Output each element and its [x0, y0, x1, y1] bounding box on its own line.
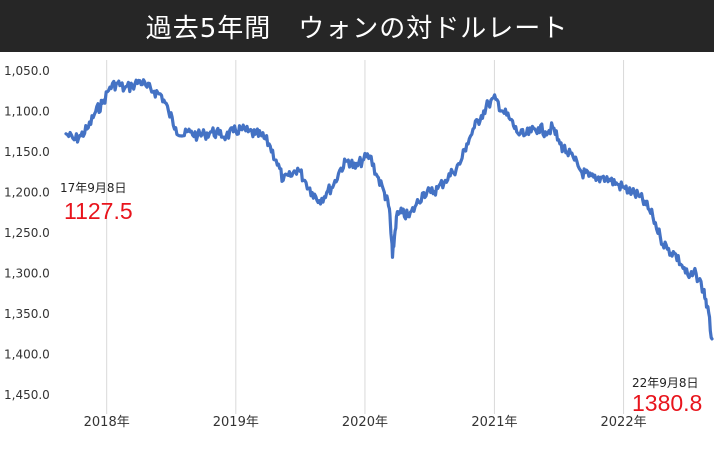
y-tick-label: 1,200.0	[4, 186, 50, 200]
y-tick-label: 1,050.0	[4, 64, 50, 78]
grid-layer	[106, 60, 625, 414]
x-tick-label: 2018年	[84, 415, 130, 430]
y-tick-label: 1,400.0	[4, 348, 50, 362]
x-tick-label: 2021年	[471, 415, 517, 430]
title-bar: 過去5年間 ウォンの対ドルレート	[0, 0, 714, 52]
annotation-start-date: 17年9月8日	[60, 181, 127, 195]
y-tick-label: 1,450.0	[4, 388, 50, 402]
y-tick-label: 1,350.0	[4, 307, 50, 321]
x-tick-label: 2022年	[601, 415, 647, 430]
series-line-krw-usd	[64, 78, 714, 341]
annotation-end-date: 22年9月8日	[632, 376, 699, 390]
y-tick-label: 1,300.0	[4, 267, 50, 281]
y-tick-label: 1,250.0	[4, 226, 50, 240]
y-tick-label: 1,100.0	[4, 105, 50, 119]
chart-plot: 1,050.0 1,100.0 1,150.0 1,200.0 1,250.0 1,300…	[4, 60, 714, 430]
annotation-end-value: 1380.8	[632, 390, 703, 416]
x-axis: 2018年 2019年 2020年 2021年 2022年	[84, 415, 647, 430]
x-tick-label: 2019年	[213, 415, 259, 430]
annotation-start-value: 1127.5	[64, 198, 133, 224]
y-axis: 1,050.0 1,100.0 1,150.0 1,200.0 1,250.0 1,300…	[4, 64, 50, 402]
x-tick-label: 2020年	[342, 415, 388, 430]
y-tick-label: 1,150.0	[4, 145, 50, 159]
chart-title: 過去5年間 ウォンの対ドルレート	[145, 13, 569, 44]
